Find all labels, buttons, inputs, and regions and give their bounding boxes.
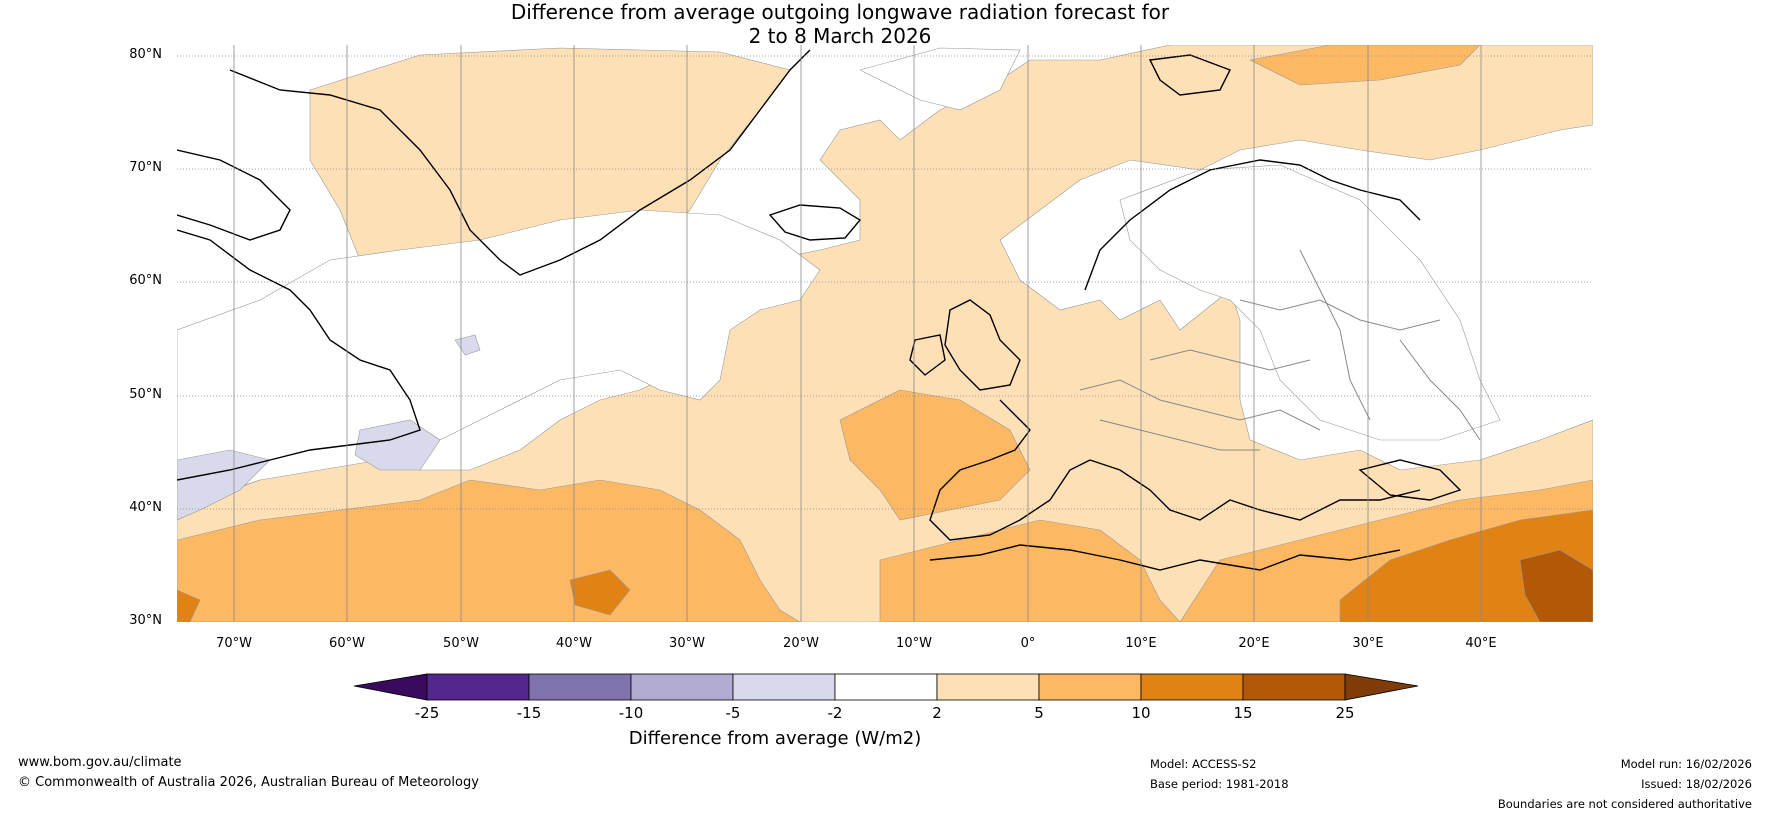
anomaly-region-mid-iberia (839, 389, 1031, 521)
footer-issued: Issued: 18/02/2026 (1641, 777, 1752, 791)
colorbar-tick: -25 (414, 704, 440, 722)
colorbar-bin-neg5-neg2 (732, 673, 836, 701)
border-segment (1399, 339, 1481, 441)
gridlines (177, 45, 1593, 622)
colorbar-bin-15-25 (1242, 673, 1346, 701)
coastline-greenland (229, 49, 811, 276)
lon-label-40w: 40°W (556, 636, 592, 651)
lat-label-40n: 40°N (129, 500, 162, 515)
map-title: Difference from average outgoing longwav… (0, 0, 1770, 48)
lat-label-70n: 70°N (129, 160, 162, 175)
lon-label-0: 0° (1020, 636, 1036, 651)
colorbar-tick: 10 (1131, 704, 1151, 722)
colorbar-tick: -2 (827, 704, 843, 722)
neutral-region-arctic (859, 47, 1021, 111)
coastline-north-america (177, 229, 421, 481)
colorbar (353, 673, 1419, 701)
colorbar-tick: -10 (618, 704, 644, 722)
anomaly-region-negative-east-coast (177, 449, 271, 521)
title-line-1: Difference from average outgoing longwav… (510, 0, 1170, 24)
footer-disclaimer: Boundaries are not considered authoritat… (1497, 797, 1752, 811)
footer-model: Model: ACCESS-S2 (1150, 757, 1257, 771)
colorbar-tick: 2 (932, 704, 942, 722)
coastline-norway (1084, 159, 1421, 291)
title-line-2: 2 to 8 March 2026 (748, 24, 932, 48)
coastlines (177, 49, 1462, 571)
coastline-black-sea (1358, 459, 1462, 501)
colorbar-extend-low (353, 673, 428, 701)
colorbar-tick: 5 (1034, 704, 1044, 722)
border-segment (1079, 379, 1321, 431)
lon-label-30e: 30°E (1352, 636, 1384, 651)
coastline-baffin (177, 149, 291, 241)
coastline-ireland (909, 334, 946, 376)
border-segment (1149, 349, 1311, 371)
lon-label-40e: 40°E (1465, 636, 1497, 651)
colorbar-tick: 25 (1335, 704, 1355, 722)
colorbar-tick: -15 (516, 704, 542, 722)
lon-label-60w: 60°W (329, 636, 365, 651)
lat-label-80n: 80°N (129, 47, 162, 62)
coastline-north-africa (929, 544, 1401, 571)
lon-label-30w: 30°W (669, 636, 705, 651)
anomaly-region-dark-west (177, 589, 201, 622)
lat-label-30n: 30°N (129, 613, 162, 628)
lon-label-70w: 70°W (216, 636, 252, 651)
lat-label-50n: 50°N (129, 387, 162, 402)
colorbar-tick: 15 (1233, 704, 1253, 722)
lon-label-10w: 10°W (896, 636, 932, 651)
country-borders (1079, 249, 1481, 451)
colorbar-extend-high (1344, 673, 1419, 701)
anomaly-region-mid-north-africa (879, 519, 1181, 622)
border-segment (1299, 249, 1371, 421)
colorbar-bin-neg10-neg5 (630, 673, 734, 701)
anomaly-region-negative-newfoundland (354, 419, 441, 471)
colorbar-bin-neg2-2 (834, 673, 938, 701)
colorbar-label: Difference from average (W/m2) (628, 728, 922, 749)
neutral-region-atlantic (177, 209, 821, 501)
coastline-british-isles (944, 299, 1021, 391)
lon-label-20w: 20°W (783, 636, 819, 651)
anomaly-region-mid-atlantic-south (177, 479, 801, 622)
anomaly-region-darkest-middle-east (1519, 549, 1593, 622)
colorbar-bin-5-10 (1038, 673, 1142, 701)
footer-website: www.bom.gov.au/climate (18, 755, 182, 770)
coastline-svalbard (1148, 54, 1231, 96)
coastline-europe-west (929, 399, 1091, 541)
colorbar-bin-10-15 (1140, 673, 1244, 701)
coastline-iceland (768, 204, 862, 241)
anomaly-region-mid-arctic (1249, 45, 1481, 86)
colorbar-bin-2-5 (936, 673, 1040, 701)
border-segment (1099, 419, 1260, 451)
lat-label-60n: 60°N (129, 273, 162, 288)
border-segment (1239, 299, 1441, 331)
coastline-mediterranean (1089, 459, 1421, 521)
footer-model-run: Model run: 16/02/2026 (1620, 757, 1752, 771)
lon-label-20e: 20°E (1238, 636, 1270, 651)
footer-base-period: Base period: 1981-2018 (1150, 777, 1289, 791)
lon-label-50w: 50°W (443, 636, 479, 651)
colorbar-tick: -5 (725, 704, 741, 722)
colorbar-bin-neg15-neg10 (528, 673, 632, 701)
colorbar-bin-neg25-neg15 (426, 673, 530, 701)
footer-copyright: © Commonwealth of Australia 2026, Austra… (18, 775, 479, 790)
lon-label-10e: 10°E (1125, 636, 1157, 651)
